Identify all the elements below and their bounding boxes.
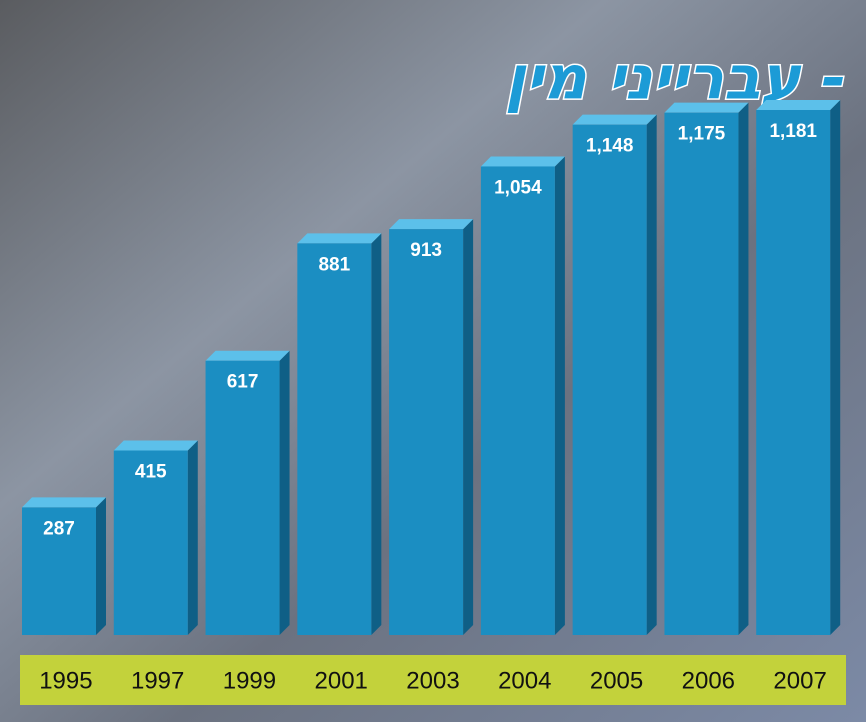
x-tick-label: 2006 <box>682 667 735 694</box>
x-tick-label: 1999 <box>223 667 276 694</box>
x-tick-label: 2003 <box>406 667 459 694</box>
bar-side <box>555 156 565 635</box>
bar <box>389 229 463 635</box>
x-tick-label: 1997 <box>131 667 184 694</box>
x-tick-label: 2005 <box>590 667 643 694</box>
bar <box>664 113 738 635</box>
bar-side <box>738 103 748 635</box>
x-tick-label: 2004 <box>498 667 551 694</box>
x-tick-label: 1995 <box>39 667 92 694</box>
bar-side <box>188 441 198 635</box>
x-tick-label: 2001 <box>315 667 368 694</box>
bar-top <box>664 103 748 113</box>
value-label: 881 <box>318 254 350 275</box>
bar-top <box>389 219 473 229</box>
bar-top <box>481 156 565 166</box>
x-tick-label: 2007 <box>773 667 826 694</box>
bar-top <box>206 351 290 361</box>
value-label: 913 <box>410 240 442 261</box>
bar-side <box>96 497 106 635</box>
value-label: 617 <box>227 372 259 393</box>
bar-side <box>463 219 473 635</box>
bar-top <box>114 441 198 451</box>
value-label: 1,181 <box>769 121 817 142</box>
bar-top <box>573 115 657 125</box>
bar-side <box>280 351 290 635</box>
bar <box>206 361 280 635</box>
bar-top <box>297 233 381 243</box>
value-label: 1,054 <box>494 177 542 198</box>
bar <box>573 125 647 635</box>
bar-top <box>756 100 840 110</box>
chart: אסירים - עברייני מין 2871995415199761719… <box>0 0 866 722</box>
bar <box>756 110 830 635</box>
bar-side <box>830 100 840 635</box>
bar <box>297 243 371 635</box>
value-label: 415 <box>135 462 167 483</box>
value-label: 287 <box>43 518 75 539</box>
bar-side <box>647 115 657 635</box>
bar <box>481 166 555 635</box>
bar-side <box>371 233 381 635</box>
value-label: 1,175 <box>678 124 726 145</box>
value-label: 1,148 <box>586 136 634 157</box>
bar-top <box>22 497 106 507</box>
